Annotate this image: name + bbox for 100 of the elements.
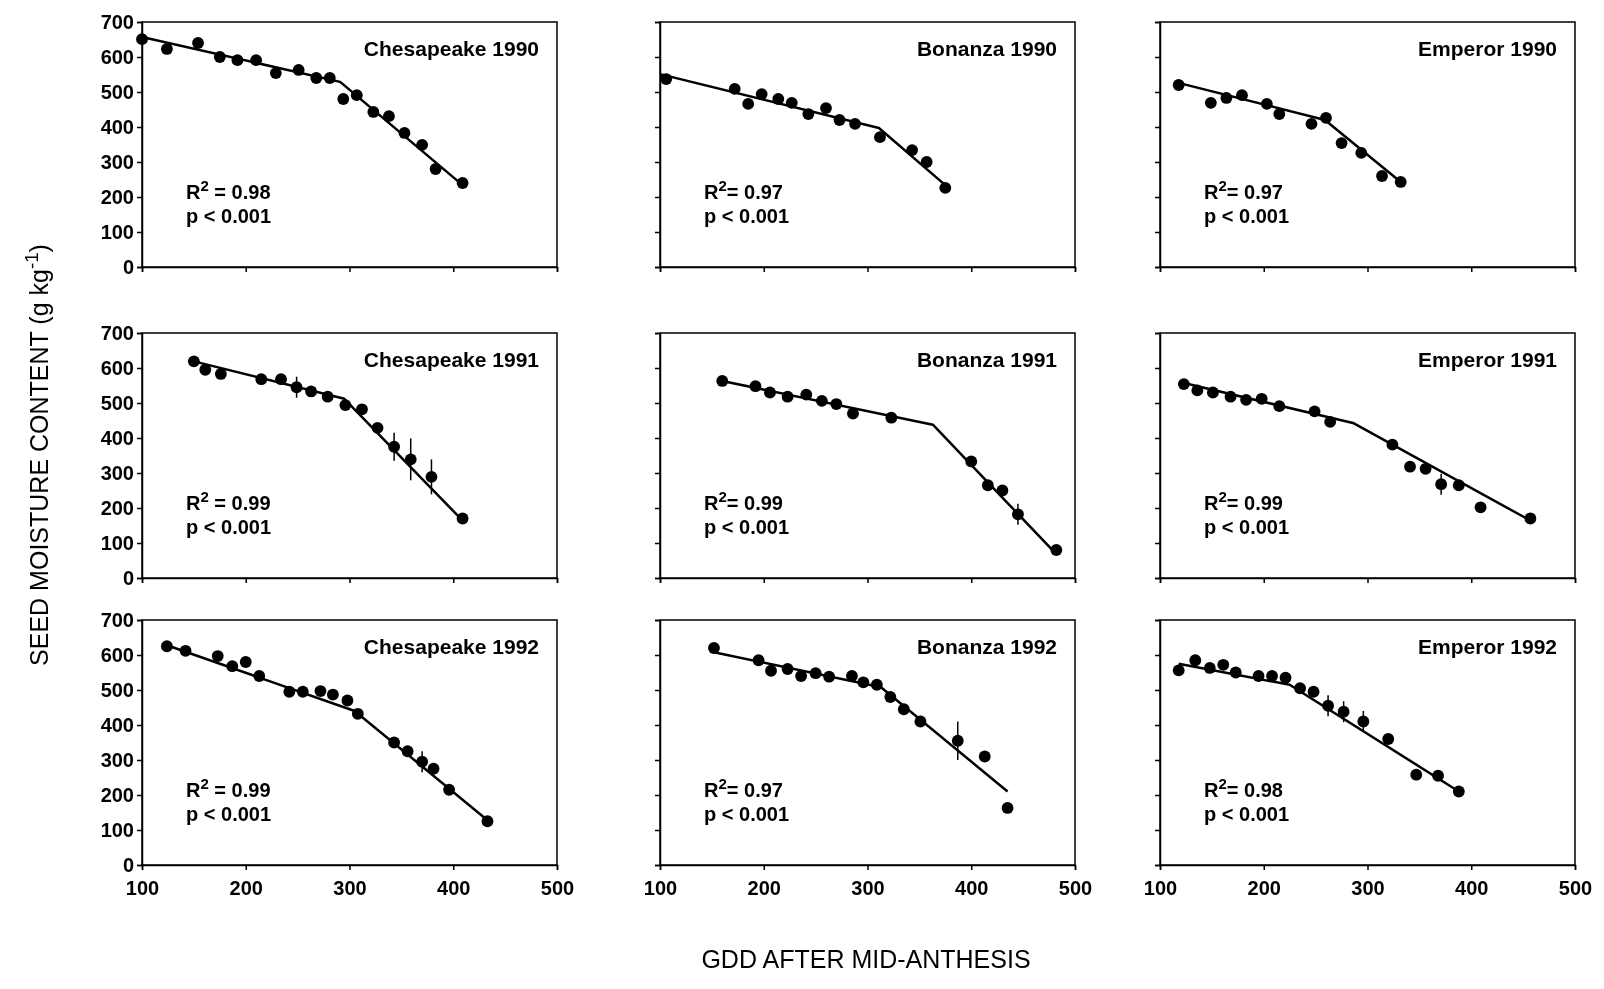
annotation: R$^{2}$= 0.97 xyxy=(704,774,783,801)
point xyxy=(326,688,339,701)
point xyxy=(269,67,282,80)
point xyxy=(337,93,350,105)
x-axis-title: GDD AFTER MID-ANTHESIS xyxy=(701,945,1031,973)
text: Emperor 1990 xyxy=(1418,37,1557,60)
annotation: p < 0.001 xyxy=(186,803,272,825)
x-tick-label: 200 xyxy=(229,877,263,899)
y-tick-label: 600 xyxy=(100,643,134,666)
annotation: p < 0.001 xyxy=(1204,205,1290,227)
point xyxy=(1172,664,1185,677)
x-tick-label: 200 xyxy=(747,877,781,899)
point xyxy=(425,470,438,483)
x-tick-label: 200 xyxy=(1247,877,1281,899)
annotation: R$^{2}$= 0.98 xyxy=(1204,774,1283,801)
point xyxy=(978,750,991,763)
text: Chesapeake 1990 xyxy=(363,37,539,60)
x-tick-label: 300 xyxy=(851,877,885,899)
y-tick-label: 0 xyxy=(122,853,134,876)
text: Chesapeake 1992 xyxy=(363,635,539,658)
y-tick-label: 0 xyxy=(122,255,134,278)
y-tick-label: 100 xyxy=(100,818,134,841)
point xyxy=(820,102,832,115)
annotation: R$^{2}$ = 0.99 xyxy=(186,774,271,801)
point xyxy=(214,368,227,380)
y-tick-label: 300 xyxy=(100,748,134,771)
y-tick-label: 100 xyxy=(100,531,134,554)
point xyxy=(1337,705,1350,718)
annotation: p < 0.001 xyxy=(186,205,272,227)
annotation: R$^{2}$= 0.97 xyxy=(704,176,783,203)
point xyxy=(1001,802,1014,814)
x-tick-label: 100 xyxy=(1143,877,1178,899)
y-tick-label: 300 xyxy=(100,150,134,173)
point xyxy=(1474,501,1487,514)
y-tick-label: 200 xyxy=(100,496,134,519)
annotation: p < 0.001 xyxy=(704,205,790,227)
y-tick-label: 200 xyxy=(100,783,134,806)
x-tick-label: 500 xyxy=(540,877,575,899)
y-tick-label: 500 xyxy=(100,80,134,103)
point xyxy=(1189,654,1202,667)
y-tick-label: 100 xyxy=(100,220,134,243)
x-tick-label: 300 xyxy=(1351,877,1385,899)
y-tick-label: 500 xyxy=(100,678,134,701)
point xyxy=(1382,733,1395,745)
point xyxy=(1410,768,1423,781)
point xyxy=(1305,117,1318,130)
point xyxy=(160,43,173,55)
annotation: R$^{2}$ = 0.99 xyxy=(186,487,271,514)
y-tick-label: 700 xyxy=(100,321,134,344)
point xyxy=(1404,460,1416,473)
point xyxy=(314,685,327,697)
point xyxy=(1376,170,1388,182)
text: Bonanza 1990 xyxy=(916,37,1057,60)
y-tick-label: 700 xyxy=(100,608,134,631)
text: Emperor 1992 xyxy=(1418,635,1557,658)
point xyxy=(1357,715,1370,728)
x-tick-label: 400 xyxy=(955,877,989,899)
y-tick-label: 400 xyxy=(100,426,134,449)
y-tick-label: 700 xyxy=(100,10,134,33)
point xyxy=(192,37,204,49)
x-tick-label: 400 xyxy=(437,877,471,899)
point xyxy=(1307,685,1320,698)
x-tick-label: 500 xyxy=(1558,877,1593,899)
y-tick-label: 400 xyxy=(100,713,134,736)
y-tick-label: 600 xyxy=(100,45,134,68)
annotation: R$^{2}$ = 0.98 xyxy=(186,176,271,203)
annotation: R$^{2}$= 0.99 xyxy=(1204,487,1283,514)
point xyxy=(939,181,952,194)
point xyxy=(708,642,720,654)
text: Bonanza 1991 xyxy=(916,348,1058,371)
point xyxy=(211,650,224,662)
y-tick-label: 200 xyxy=(100,185,134,208)
y-tick-label: 400 xyxy=(100,115,134,138)
text: Bonanza 1992 xyxy=(916,635,1057,658)
point xyxy=(951,734,964,747)
point xyxy=(239,656,252,668)
point xyxy=(1435,478,1448,491)
annotation: R$^{2}$= 0.97 xyxy=(1204,176,1283,203)
annotation: R$^{2}$= 0.99 xyxy=(704,487,783,514)
point xyxy=(341,694,354,707)
annotation: p < 0.001 xyxy=(704,516,790,538)
x-tick-label: 400 xyxy=(1455,877,1489,899)
annotation: p < 0.001 xyxy=(186,516,272,538)
y-tick-label: 500 xyxy=(100,391,134,414)
x-tick-label: 300 xyxy=(333,877,367,899)
point xyxy=(795,670,808,682)
y-tick-label: 600 xyxy=(100,356,134,379)
y-tick-label: 300 xyxy=(100,461,134,484)
x-tick-label: 100 xyxy=(643,877,678,899)
point xyxy=(1279,671,1292,684)
point xyxy=(356,403,368,416)
text: Emperor 1991 xyxy=(1418,348,1558,371)
annotation: p < 0.001 xyxy=(1204,803,1290,825)
annotation: p < 0.001 xyxy=(1204,516,1290,538)
point xyxy=(1204,96,1217,109)
point xyxy=(1335,137,1348,150)
text: Chesapeake 1991 xyxy=(363,348,540,371)
annotation: p < 0.001 xyxy=(704,803,790,825)
point xyxy=(874,131,886,144)
y-tick-label: 0 xyxy=(122,566,134,589)
